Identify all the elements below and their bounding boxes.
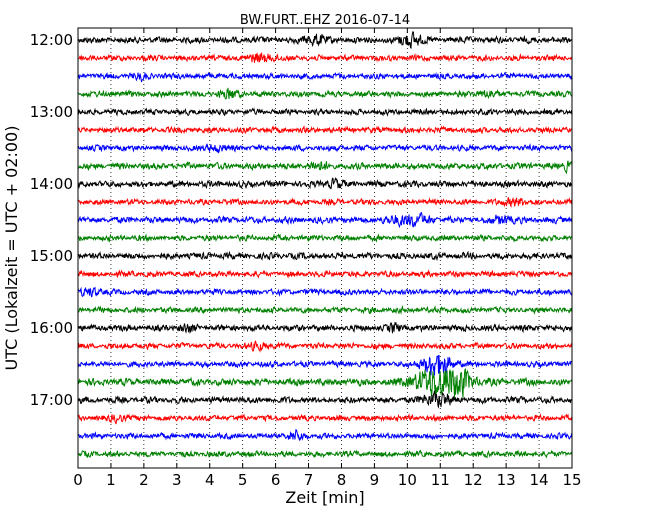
x-tick-label: 6 [271,471,281,489]
trace-1315 [77,125,573,135]
y-tick-label: 15:00 [30,247,73,265]
y-tick-label: 12:00 [30,31,73,49]
x-axis-label: Zeit [min] [285,488,364,507]
x-tick-label: 15 [562,471,581,489]
x-tick-label: 13 [497,471,516,489]
trace-1630 [77,354,573,376]
trace-1245 [77,87,573,100]
chart-title: BW.FURT..EHZ 2016-07-14 [240,13,410,28]
trace-1600 [77,321,573,334]
x-tick-label: 10 [398,471,417,489]
y-tick-label: 13:00 [30,103,73,121]
x-tick-label: 0 [73,471,83,489]
x-tick-label: 3 [172,471,182,489]
y-tick-label: 17:00 [30,391,73,409]
trace-1415 [77,196,573,208]
trace-1730 [77,428,573,442]
trace-1345 [77,160,573,175]
trace-1545 [77,304,573,315]
trace-1530 [77,286,573,298]
trace-1430 [77,212,573,229]
trace-1715 [77,413,573,425]
x-tick-label: 2 [139,471,149,489]
trace-group [77,30,573,459]
trace-1400 [77,176,573,190]
x-tick-label: 1 [106,471,116,489]
trace-1500 [77,250,573,262]
trace-1515 [77,269,573,279]
trace-1215 [77,52,573,63]
x-tick-label: 12 [464,471,483,489]
y-axis: 12:00 13:00 14:00 15:00 16:00 17:00 [30,31,572,409]
x-tick-label: 14 [530,471,549,489]
trace-1700 [77,390,573,409]
plot-frame [77,27,573,469]
x-axis: 0 1 2 3 4 5 6 7 8 9 10 11 12 13 14 15 [73,28,582,489]
trace-1330 [77,143,573,154]
trace-1645 [77,368,573,399]
x-tick-label: 4 [205,471,215,489]
x-tick-label: 7 [304,471,314,489]
trace-1745 [77,449,573,459]
y-axis-label: UTC (Lokalzeit = UTC + 02:00) [2,126,21,371]
x-tick-label: 9 [370,471,380,489]
trace-1300 [77,107,573,117]
trace-1230 [77,71,573,83]
x-tick-label: 8 [337,471,347,489]
x-tick-label: 5 [238,471,248,489]
y-tick-label: 16:00 [30,319,73,337]
y-tick-label: 14:00 [30,175,73,193]
trace-1615 [77,339,573,353]
x-tick-label: 11 [431,471,450,489]
trace-1200 [77,30,573,49]
trace-1445 [77,233,573,243]
